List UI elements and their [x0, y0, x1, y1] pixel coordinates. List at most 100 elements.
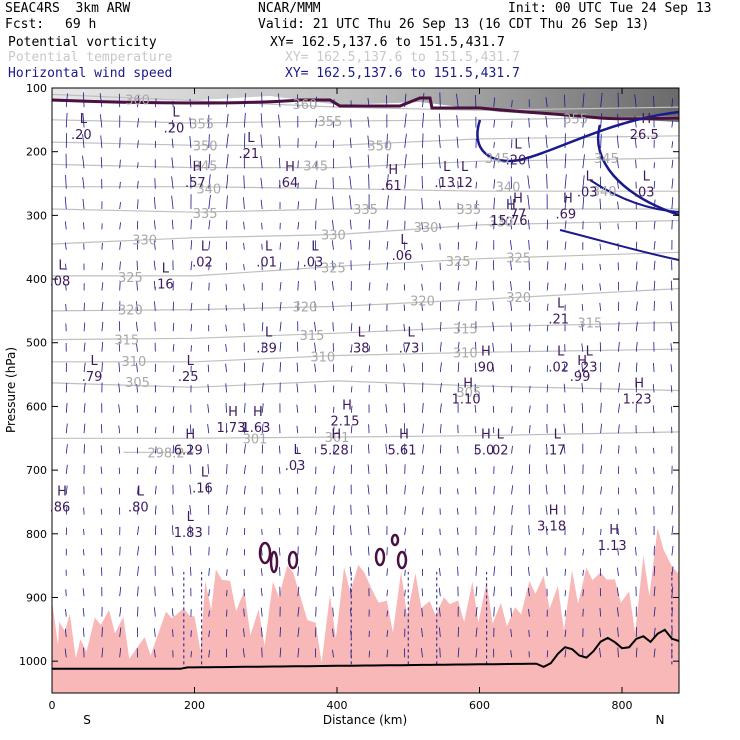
wind-vector	[208, 194, 211, 210]
y-axis: 100 200 300 400 500 600 700 800 900 1000	[19, 82, 679, 668]
theta-contour-label: 320	[293, 300, 318, 315]
x-axis: 0 200 400 600 800	[49, 88, 633, 712]
theta-contour-label: 320	[506, 291, 531, 306]
wind-vector	[278, 488, 281, 495]
wind-vector	[439, 528, 441, 536]
wind-vector	[171, 608, 174, 617]
wind-vector	[367, 546, 370, 556]
wind-vector	[457, 467, 459, 474]
theta-contour-line	[52, 93, 679, 111]
wind-vector	[670, 301, 673, 311]
wind-vector	[456, 508, 459, 515]
pv-high-marker: H	[388, 163, 398, 178]
y-tick-label: 800	[26, 528, 47, 541]
wind-vector	[457, 566, 459, 576]
wind-vector	[528, 405, 531, 413]
wind-vector	[367, 525, 370, 536]
wind-vector	[618, 445, 620, 454]
pv-high-marker: H	[481, 427, 491, 442]
wind-vector	[137, 118, 140, 128]
forecast-hour: 69 h	[65, 17, 97, 32]
wind-vector	[438, 156, 441, 169]
wind-vector	[226, 153, 229, 169]
wind-vector	[350, 323, 353, 332]
x-tick-label: 200	[184, 699, 205, 712]
wind-vector	[278, 466, 281, 474]
wind-vector	[474, 362, 477, 373]
wind-vector	[65, 284, 67, 291]
wind-vector	[100, 157, 103, 169]
theta-contour-label: 315	[300, 329, 325, 344]
theta-contour-label: 340	[592, 185, 617, 200]
wind-vector	[314, 363, 317, 373]
wind-vector	[617, 242, 619, 250]
wind-vector	[333, 505, 335, 515]
wind-vector	[475, 94, 477, 108]
wind-vector	[101, 627, 103, 637]
wind-vector	[119, 202, 121, 210]
wind-vector	[385, 403, 388, 413]
wind-vector	[367, 505, 370, 515]
wind-vector	[100, 508, 103, 515]
wind-vector	[493, 566, 496, 576]
wind-vector	[635, 566, 637, 576]
wind-vector	[582, 527, 585, 536]
pv-extremum-value: .77	[506, 208, 527, 223]
theta-contour-label: 350	[367, 139, 392, 154]
wind-vector	[617, 223, 619, 230]
wind-vector	[82, 607, 85, 617]
wind-vector	[421, 243, 423, 250]
wind-vector	[368, 261, 371, 271]
pv-low-marker: L	[137, 485, 145, 500]
wind-vector	[83, 322, 86, 332]
wind-vector	[403, 343, 406, 352]
wind-vector	[582, 608, 584, 617]
wind-vector	[119, 222, 121, 230]
wind-vector	[154, 505, 157, 515]
pv-extremum-value: .12	[452, 176, 473, 191]
wind-vector	[279, 627, 281, 637]
wind-vector	[564, 283, 566, 291]
wind-vector	[386, 610, 388, 617]
theta-contour-label: 345	[594, 152, 619, 167]
theta-contours	[52, 93, 679, 453]
wind-vector	[635, 647, 638, 658]
wind-vector	[154, 178, 156, 189]
pv-contour-blob	[374, 547, 386, 567]
wind-vector	[83, 382, 86, 393]
pv-low-marker: L	[58, 259, 66, 274]
wind-vector	[350, 444, 353, 454]
wind-vector	[243, 423, 246, 434]
wind-vector	[315, 606, 317, 617]
wind-vector	[82, 627, 85, 637]
wind-vector	[422, 465, 424, 474]
wind-vector	[546, 240, 549, 250]
wind-vector	[599, 322, 602, 332]
wind-vector	[243, 264, 245, 271]
wind-vector	[421, 264, 423, 271]
wind-vectors	[64, 92, 674, 665]
wind-vector	[261, 222, 263, 230]
wind-vector	[634, 94, 637, 108]
wind-vector	[118, 467, 121, 474]
wind-vector	[172, 629, 174, 637]
wind-vector	[279, 281, 282, 291]
pv-low-marker: L	[586, 169, 594, 184]
pv-extremum-value: .03	[577, 185, 598, 200]
pv-extremum-value: 2.15	[331, 415, 360, 430]
pv-contour-blob	[287, 550, 299, 570]
wind-vector	[618, 382, 621, 393]
theta-contour-label: 305	[125, 376, 150, 391]
wind-vector	[64, 196, 67, 210]
theta-labels: 360 360 355 355 355 350 350 345 345 345 345 340 340 3…	[114, 93, 618, 461]
wind-vector	[652, 447, 655, 454]
wind-vector	[581, 363, 584, 373]
wind-vector	[189, 464, 192, 474]
wind-vector	[207, 364, 210, 373]
wind-vector	[422, 112, 424, 128]
wind-vector	[99, 114, 103, 128]
wind-vector	[226, 113, 229, 128]
wind-vector	[154, 586, 156, 597]
wind-vector	[581, 382, 584, 393]
pv-low-marker: L	[514, 138, 522, 153]
